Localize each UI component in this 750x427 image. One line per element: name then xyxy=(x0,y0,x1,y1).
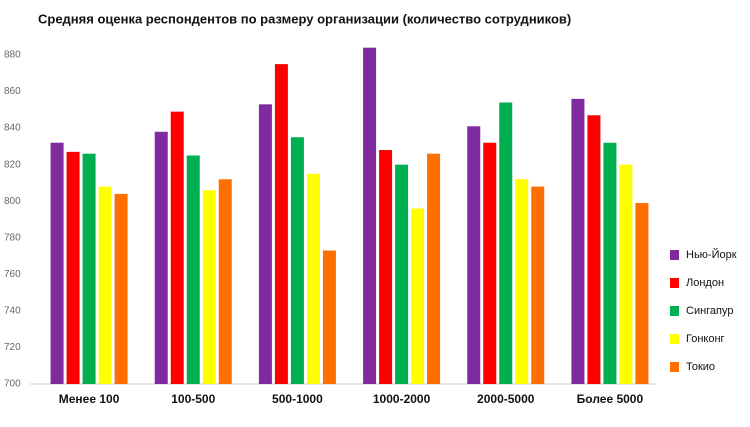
bar xyxy=(170,111,184,385)
bar xyxy=(571,98,585,384)
bar xyxy=(531,186,545,384)
y-tick-label: 760 xyxy=(4,269,21,280)
legend-label: Сингапур xyxy=(686,305,734,317)
y-tick-label: 700 xyxy=(4,379,21,390)
bar xyxy=(379,150,393,384)
bar xyxy=(306,173,320,384)
bar xyxy=(619,164,633,384)
bar xyxy=(363,47,377,385)
legend-label: Лондон xyxy=(686,277,724,289)
bar xyxy=(483,142,497,384)
x-tick-label: Менее 100 xyxy=(59,392,120,406)
y-tick-label: 860 xyxy=(4,86,21,97)
bar xyxy=(186,155,200,384)
bar xyxy=(114,193,128,384)
bar xyxy=(50,142,64,384)
legend-label: Нью-Йорк xyxy=(686,248,737,261)
x-tick-label: 2000-5000 xyxy=(477,392,535,406)
x-tick-label: Более 5000 xyxy=(577,392,644,406)
y-tick-label: 800 xyxy=(4,196,21,207)
bar xyxy=(274,64,288,385)
bar xyxy=(587,115,601,385)
legend-swatch xyxy=(670,250,679,260)
legend-label: Токио xyxy=(686,361,715,373)
bar xyxy=(218,179,232,384)
y-tick-label: 880 xyxy=(4,50,21,61)
bar xyxy=(82,153,96,384)
y-tick-label: 720 xyxy=(4,342,21,353)
legend-swatch xyxy=(670,362,679,372)
bar xyxy=(515,179,529,384)
legend-label: Гонконг xyxy=(686,333,725,345)
bar xyxy=(154,131,168,384)
bar xyxy=(290,137,304,384)
chart-title: Средняя оценка респондентов по размеру о… xyxy=(38,11,571,26)
bar xyxy=(66,151,80,384)
x-tick-label: 500-1000 xyxy=(272,392,323,406)
x-tick-label: 100-500 xyxy=(171,392,215,406)
bar xyxy=(322,250,336,384)
x-tick-label: 1000-2000 xyxy=(373,392,431,406)
bar xyxy=(258,104,272,385)
bar xyxy=(202,190,216,384)
legend-swatch xyxy=(670,278,679,288)
legend-swatch xyxy=(670,334,679,344)
bar xyxy=(603,142,617,384)
bar xyxy=(499,102,513,384)
bar xyxy=(635,203,649,384)
bar xyxy=(411,208,425,384)
y-tick-label: 740 xyxy=(4,306,21,317)
y-tick-label: 840 xyxy=(4,123,21,134)
y-tick-label: 780 xyxy=(4,232,21,243)
bar xyxy=(427,153,441,384)
bar xyxy=(98,186,112,384)
y-tick-label: 820 xyxy=(4,159,21,170)
bar xyxy=(395,164,409,384)
legend-swatch xyxy=(670,306,679,316)
bar xyxy=(467,126,481,384)
